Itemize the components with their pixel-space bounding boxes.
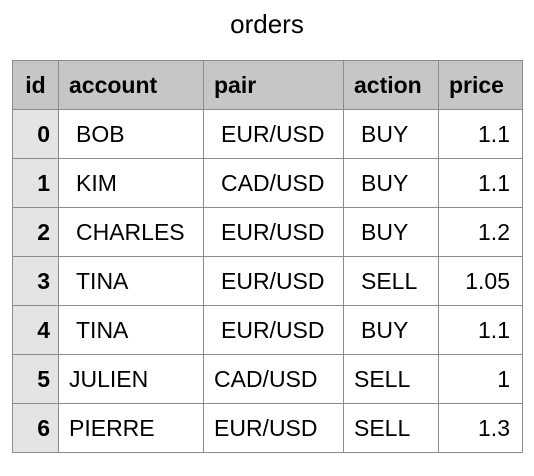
- cell-account: PIERRE: [58, 403, 204, 453]
- cell-id: 3: [12, 256, 59, 306]
- table-title: orders: [230, 9, 304, 39]
- cell-pair: CAD/USD: [203, 158, 344, 208]
- cell-pair: EUR/USD: [203, 305, 344, 355]
- column-header-action: action: [343, 60, 439, 110]
- cell-action: BUY: [343, 158, 439, 208]
- cell-account: TINA: [58, 256, 204, 306]
- cell-pair: EUR/USD: [203, 403, 344, 453]
- cell-account: TINA: [58, 305, 204, 355]
- cell-id: 0: [12, 109, 59, 159]
- cell-id: 1: [12, 158, 59, 208]
- cell-id: 6: [12, 403, 59, 453]
- table-row: 2 CHARLES EUR/USD BUY 1.2: [12, 207, 523, 257]
- cell-action: BUY: [343, 305, 439, 355]
- cell-pair: EUR/USD: [203, 207, 344, 257]
- column-header-id: id: [12, 60, 59, 110]
- cell-id: 2: [12, 207, 59, 257]
- column-header-pair: pair: [203, 60, 344, 110]
- column-header-price: price: [438, 60, 523, 110]
- cell-action: SELL: [343, 403, 439, 453]
- header-row: id account pair action price: [12, 60, 523, 110]
- cell-price: 1.1: [438, 305, 523, 355]
- cell-id: 4: [12, 305, 59, 355]
- cell-price: 1.05: [438, 256, 523, 306]
- cell-account: JULIEN: [58, 354, 204, 404]
- table-row: 0 BOB EUR/USD BUY 1.1: [12, 109, 523, 159]
- cell-account: BOB: [58, 109, 204, 159]
- cell-pair: CAD/USD: [203, 354, 344, 404]
- orders-table: id account pair action price 0 BOB EUR/U…: [12, 60, 523, 453]
- cell-id: 5: [12, 354, 59, 404]
- cell-action: BUY: [343, 207, 439, 257]
- table-row: 1 KIM CAD/USD BUY 1.1: [12, 158, 523, 208]
- cell-price: 1: [438, 354, 523, 404]
- table-row: 6 PIERRE EUR/USD SELL 1.3: [12, 403, 523, 453]
- cell-price: 1.3: [438, 403, 523, 453]
- cell-price: 1.1: [438, 158, 523, 208]
- cell-pair: EUR/USD: [203, 109, 344, 159]
- cell-price: 1.2: [438, 207, 523, 257]
- cell-price: 1.1: [438, 109, 523, 159]
- column-header-account: account: [58, 60, 204, 110]
- table-row: 5 JULIEN CAD/USD SELL 1: [12, 354, 523, 404]
- cell-action: BUY: [343, 109, 439, 159]
- table-row: 3 TINA EUR/USD SELL 1.05: [12, 256, 523, 306]
- cell-action: SELL: [343, 256, 439, 306]
- cell-action: SELL: [343, 354, 439, 404]
- cell-account: KIM: [58, 158, 204, 208]
- cell-account: CHARLES: [58, 207, 204, 257]
- table-row: 4 TINA EUR/USD BUY 1.1: [12, 305, 523, 355]
- cell-pair: EUR/USD: [203, 256, 344, 306]
